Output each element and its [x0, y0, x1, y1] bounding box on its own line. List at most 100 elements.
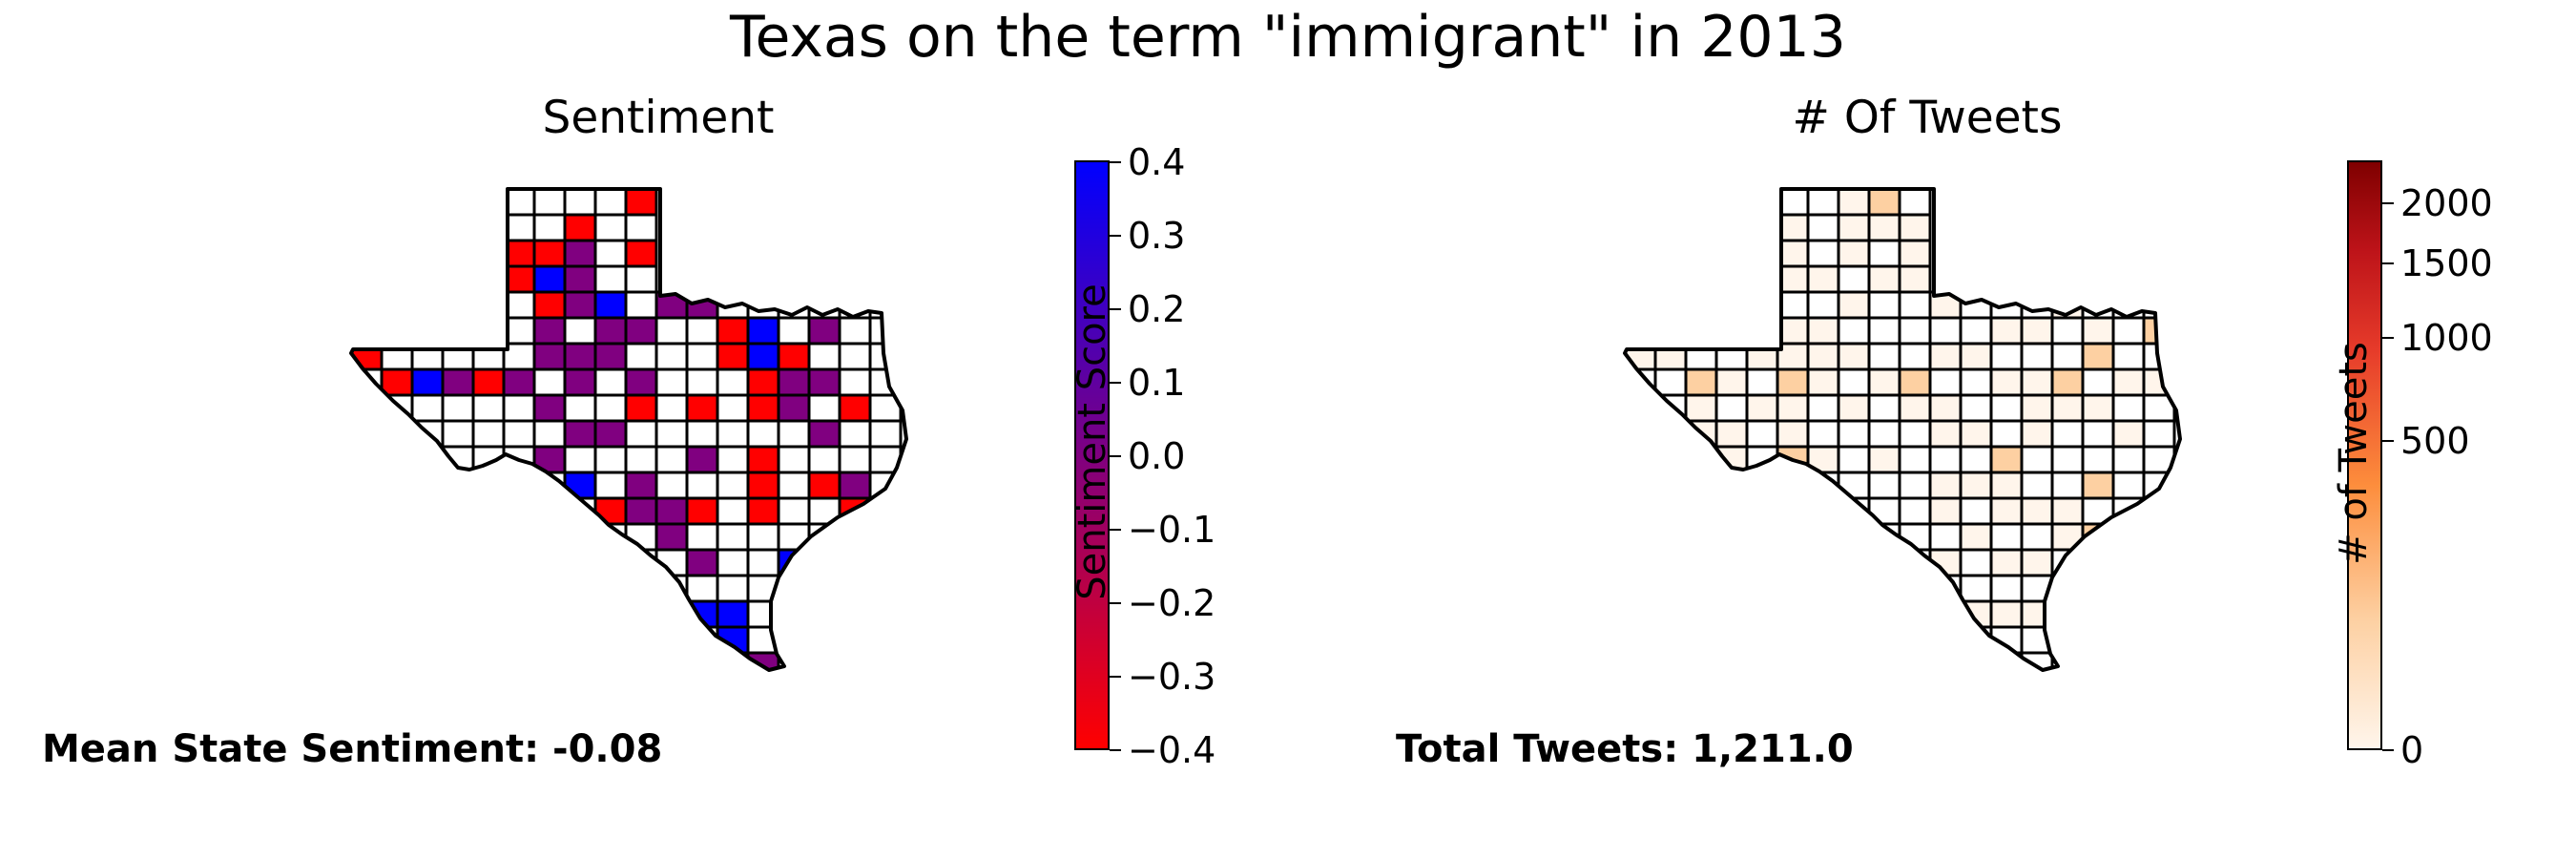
colorbar-tick-mark: [1110, 235, 1121, 237]
county: [563, 342, 597, 371]
county: [1837, 419, 1871, 449]
county: [777, 496, 811, 526]
county: [624, 213, 658, 242]
county: [685, 522, 719, 552]
county: [532, 367, 567, 397]
county: [1837, 239, 1871, 268]
county: [1928, 471, 1963, 500]
county: [1714, 367, 1749, 397]
county: [563, 393, 597, 423]
county: [1867, 367, 1901, 397]
county: [624, 419, 658, 449]
county: [1653, 367, 1688, 397]
county: [1959, 316, 1993, 346]
county: [1898, 419, 1932, 449]
county: [502, 393, 536, 423]
county: [624, 496, 658, 526]
county: [1928, 419, 1963, 449]
county: [1898, 264, 1932, 294]
county: [716, 393, 750, 423]
county: [2081, 393, 2115, 423]
colorbar-tick-label: 500: [2400, 420, 2470, 462]
county: [410, 367, 445, 397]
county: [685, 574, 719, 603]
county: [1898, 239, 1932, 268]
county: [1867, 445, 1901, 474]
colorbar-tick-mark: [2382, 440, 2394, 442]
county: [380, 367, 414, 397]
county: [1898, 496, 1932, 526]
county: [1928, 393, 1963, 423]
tweets-panel-title: # Of Tweets: [1792, 92, 2063, 144]
county: [1989, 342, 2024, 371]
county: [1867, 496, 1901, 526]
county: [807, 445, 841, 474]
county: [1928, 445, 1963, 474]
county: [1806, 393, 1840, 423]
county: [593, 471, 628, 500]
county: [1776, 419, 1810, 449]
county: [1684, 393, 1718, 423]
county: [563, 419, 597, 449]
county: [1714, 419, 1749, 449]
county: [1898, 189, 1932, 217]
county: [2081, 316, 2115, 346]
county: [807, 367, 841, 397]
sentiment-map: [349, 187, 908, 672]
sentiment-panel-title: Sentiment: [542, 92, 775, 144]
county: [1959, 471, 1993, 500]
colorbar-tick-mark: [1110, 455, 1121, 457]
county: [2050, 471, 2085, 500]
county: [563, 290, 597, 320]
county: [1867, 239, 1901, 268]
county: [1745, 419, 1779, 449]
county: [1837, 471, 1871, 500]
county: [593, 316, 628, 346]
colorbar-tick-mark: [1110, 382, 1121, 384]
county: [2050, 393, 2085, 423]
county: [1806, 367, 1840, 397]
main-title: Texas on the term "immigrant" in 2013: [730, 4, 1846, 71]
county: [593, 239, 628, 268]
county: [1898, 290, 1932, 320]
county: [1867, 213, 1901, 242]
colorbar-tick-label: −0.1: [1128, 509, 1216, 551]
county: [685, 316, 719, 346]
county: [838, 445, 872, 474]
county: [471, 419, 506, 449]
county: [1806, 213, 1840, 242]
county: [807, 419, 841, 449]
county: [1989, 471, 2024, 500]
county: [746, 316, 780, 346]
county: [746, 445, 780, 474]
tweets-colorbar: [2347, 160, 2382, 750]
county: [2020, 342, 2054, 371]
county: [1806, 189, 1840, 217]
county: [1837, 393, 1871, 423]
county: [1989, 316, 2024, 346]
county: [1837, 189, 1871, 217]
county: [746, 548, 780, 577]
county: [1867, 264, 1901, 294]
county: [1959, 393, 1993, 423]
county: [685, 548, 719, 577]
county: [563, 445, 597, 474]
county: [624, 290, 658, 320]
county: [716, 316, 750, 346]
county: [654, 419, 689, 449]
county: [1989, 419, 2024, 449]
county: [2111, 342, 2146, 371]
county: [1837, 316, 1871, 346]
county: [593, 264, 628, 294]
county: [685, 445, 719, 474]
total-tweets: Total Tweets: 1,211.0: [1396, 727, 1854, 771]
county: [1898, 342, 1932, 371]
county: [807, 316, 841, 346]
county: [1959, 445, 1993, 474]
county: [2050, 445, 2085, 474]
county: [532, 189, 567, 217]
county: [1898, 367, 1932, 397]
county: [868, 445, 903, 474]
county: [777, 419, 811, 449]
colorbar-tick-mark: [2382, 202, 2394, 204]
